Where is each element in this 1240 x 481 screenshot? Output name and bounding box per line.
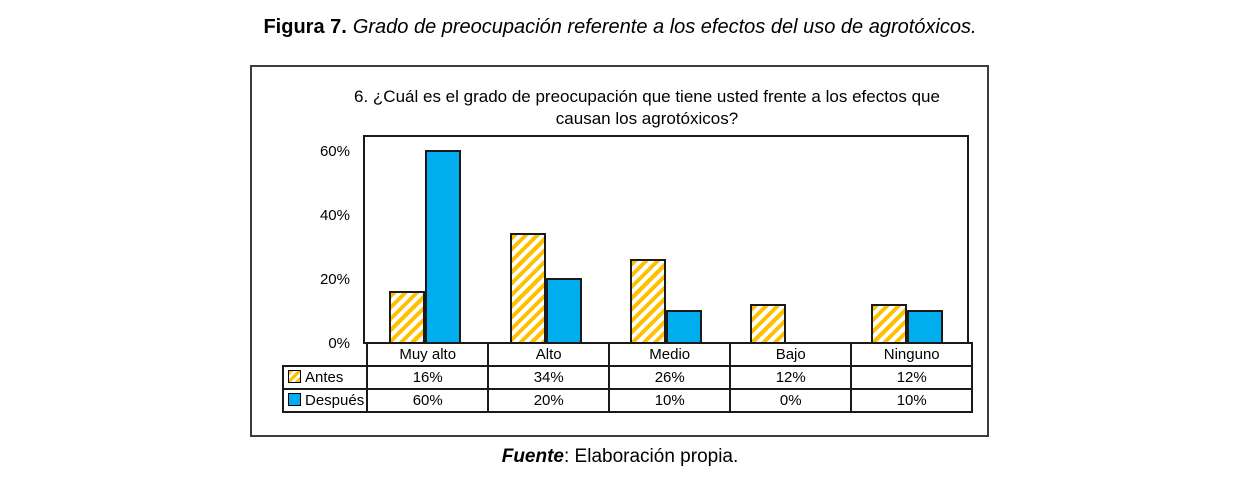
figure-label: Figura 7. (263, 16, 347, 38)
value-cell-antes-muy-alto: 16% (366, 365, 490, 390)
legend-key-despues-icon (288, 393, 301, 406)
category-cell-ninguno: Ninguno (850, 342, 974, 367)
value-cell-despues-ninguno: 10% (850, 388, 974, 413)
y-axis-labels: 0% 20% 40% 60% (252, 135, 350, 352)
category-cell-alto: Alto (487, 342, 611, 367)
category-cell-medio: Medio (608, 342, 732, 367)
source-label: Fuente (501, 446, 564, 467)
y-tick-label-20%: 20% (319, 271, 350, 288)
bar-despues-alto (545, 278, 582, 342)
series-label-cell-antes: Antes (281, 365, 369, 390)
data-table: Muy alto Alto Medio Bajo Ninguno Antes 16% 34% 2… (281, 342, 974, 413)
bar-antes-ninguno (870, 303, 907, 342)
y-tick-label-0%: 0% (328, 335, 350, 352)
value-cell-despues-bajo: 0% (729, 388, 853, 413)
bar-antes-alto (509, 233, 546, 342)
series-name-label: Antes (305, 369, 344, 386)
bar-antes-bajo (750, 303, 787, 342)
table-row-despues: Después 60% 20% 10% 0% 10% (281, 388, 974, 413)
value-cell-antes-bajo: 12% (729, 365, 853, 390)
series-label-cell-despues: Después (281, 388, 369, 413)
category-cell-muy-alto: Muy alto (366, 342, 490, 367)
series-name-label: Después (305, 392, 365, 409)
bar-antes-medio (630, 258, 666, 342)
category-cell-bajo: Bajo (729, 342, 853, 367)
value-cell-despues-alto: 20% (487, 388, 611, 413)
bar-despues-ninguno (906, 310, 943, 342)
legend-key-antes-icon (288, 370, 301, 383)
chart-title-line1: 6. ¿Cuál es el grado de preocupación que… (354, 87, 940, 106)
value-cell-despues-medio: 10% (608, 388, 732, 413)
y-tick-label-60%: 60% (319, 143, 350, 160)
value-cell-antes-medio: 26% (608, 365, 732, 390)
bar-despues-medio (666, 310, 702, 342)
source-text: : Elaboración propia. (564, 446, 739, 467)
figure-title: Grado de preocupación referente a los ef… (352, 16, 977, 38)
source-caption: Fuente: Elaboración propia. (0, 446, 1240, 468)
plot-area (363, 135, 969, 344)
value-cell-antes-ninguno: 12% (850, 365, 974, 390)
table-corner-cell (283, 343, 367, 366)
figure-caption: Figura 7. Grado de preocupación referente… (0, 16, 1240, 39)
bar-despues-muy-alto (425, 150, 462, 342)
bar-antes-muy-alto (389, 290, 426, 342)
chart-title-line2: causan los agrotóxicos? (555, 109, 739, 129)
chart-frame: 6. ¿Cuál es el grado de preocupación que… (250, 65, 989, 437)
value-cell-antes-alto: 34% (487, 365, 611, 390)
value-cell-despues-muy-alto: 60% (366, 388, 490, 413)
table-row-categories: Muy alto Alto Medio Bajo Ninguno (283, 342, 974, 367)
y-tick-label-40%: 40% (319, 207, 350, 224)
table-row-antes: Antes 16% 34% 26% 12% 12% (281, 365, 974, 390)
chart-title: 6. ¿Cuál es el grado de preocupación que… (342, 86, 952, 131)
